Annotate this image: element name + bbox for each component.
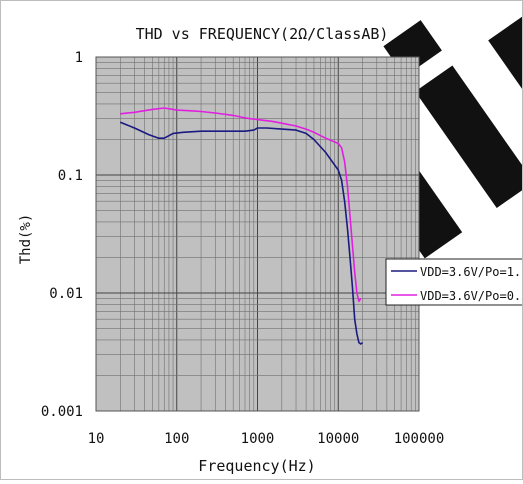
y-tick-labels: 1 0.1 0.01 0.001	[41, 50, 83, 420]
x-tick-label: 10	[88, 431, 105, 447]
x-tick-label: 100	[164, 431, 189, 447]
x-tick-labels: 10 100 1000 10000 100000	[88, 431, 445, 447]
grid-layer	[96, 57, 419, 411]
y-axis-label: Thd(%)	[18, 214, 34, 265]
chart-title: THD vs FREQUENCY(2Ω/ClassAB)	[136, 25, 389, 43]
series-line-1	[119, 121, 364, 345]
legend-label-series-2: VDD=3.6V/Po=0.3W	[420, 289, 522, 303]
plot-border	[95, 56, 420, 412]
x-tick-label: 1000	[241, 431, 275, 447]
y-tick-label: 0.001	[41, 404, 83, 420]
legend-label-series-1: VDD=3.6V/Po=1.5W	[420, 265, 522, 279]
legend: VDD=3.6V/Po=1.5W VDD=3.6V/Po=0.3W	[385, 258, 523, 306]
y-tick-label: 1	[75, 50, 83, 66]
legend-box	[385, 258, 523, 306]
x-tick-label: 10000	[317, 431, 359, 447]
x-axis-label: Frequency(Hz)	[198, 457, 315, 475]
y-tick-label: 0.01	[49, 286, 83, 302]
series-line-2	[120, 107, 362, 303]
y-tick-label: 0.1	[58, 168, 83, 184]
x-tick-label: 100000	[394, 431, 445, 447]
series-layer	[119, 107, 364, 345]
